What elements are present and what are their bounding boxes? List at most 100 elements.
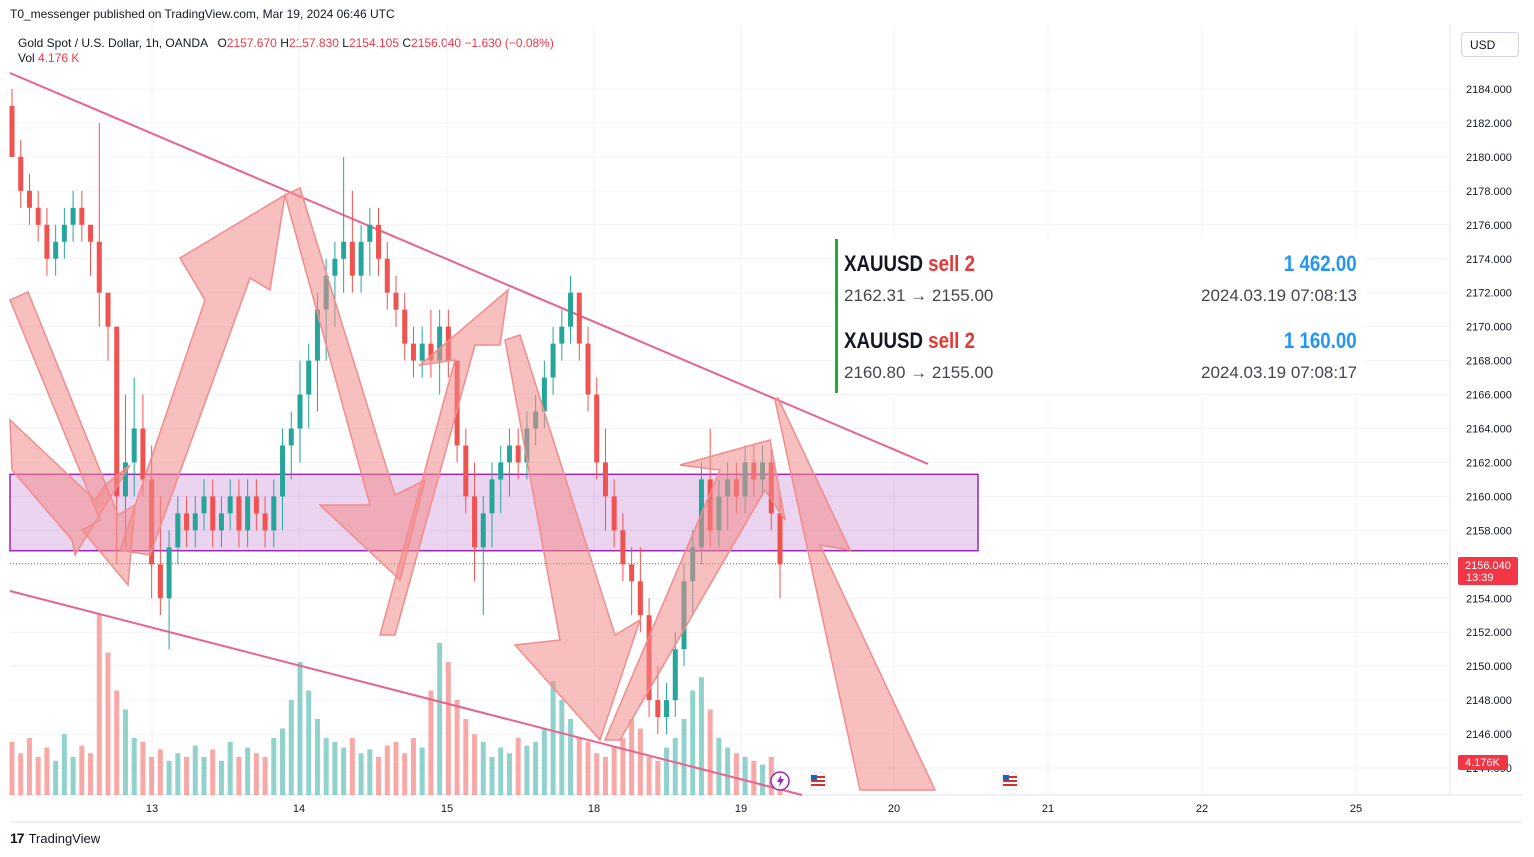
us-flag-icon[interactable]	[1000, 771, 1020, 791]
close-value: 2156.040	[411, 36, 462, 50]
upper-trendline[interactable]	[9, 72, 929, 465]
footer-brand[interactable]: TradingView	[28, 830, 101, 846]
arrow-up-2	[379, 288, 510, 636]
candle-body	[611, 496, 617, 531]
candle-body	[306, 360, 312, 395]
volume-bar	[751, 760, 757, 795]
volume-bar	[611, 747, 617, 795]
volume-bar	[358, 753, 364, 795]
footer: 17 TradingView	[10, 830, 100, 846]
volume-bar	[428, 690, 434, 795]
price-tick-label: 2158.000	[1466, 525, 1512, 537]
volume-bar	[149, 757, 155, 795]
volume-bar	[314, 719, 320, 795]
currency-button[interactable]: USD	[1461, 32, 1519, 57]
volume-bar	[53, 760, 59, 795]
volume-bar	[175, 753, 181, 795]
volume-bar	[550, 681, 556, 795]
price-tick-label: 2164.000	[1466, 424, 1512, 436]
candle-body	[672, 649, 678, 701]
volume-tag-value: 4.176K	[1465, 757, 1501, 769]
change-value: −1.630 (−0.08%)	[464, 36, 554, 50]
candle-body	[620, 530, 626, 565]
volume-bar	[114, 690, 120, 795]
volume-bar	[384, 745, 390, 795]
trade-amount: 1 160.00	[1284, 328, 1357, 353]
symbol-name[interactable]: Gold Spot / U.S. Dollar, 1h, OANDA	[18, 36, 208, 50]
volume-bar	[323, 738, 329, 795]
candle-body	[245, 496, 251, 531]
candle-body	[437, 326, 443, 361]
symbol-legend: Gold Spot / U.S. Dollar, 1h, OANDA O2157…	[18, 35, 554, 51]
grid	[10, 25, 1450, 795]
trade-symbol-text: XAUUSD	[844, 328, 923, 353]
price-tick-label: 2162.000	[1466, 457, 1512, 469]
candle-body	[419, 343, 425, 361]
volume-bar	[541, 728, 547, 795]
volume-bar	[629, 719, 635, 795]
publisher-caption: T0_messenger published on TradingView.co…	[10, 7, 395, 21]
volume-bar	[472, 734, 478, 795]
volume-bar	[760, 764, 766, 795]
volume-bar	[218, 760, 224, 795]
volume-bar	[637, 728, 643, 795]
candle-body	[402, 309, 408, 344]
candle-body	[376, 224, 382, 259]
price-tick-label: 2154.000	[1466, 593, 1512, 605]
arrow-up-1	[119, 193, 286, 556]
trade-symbol: XAUUSD sell 2	[844, 251, 975, 277]
volume-bar	[332, 741, 338, 795]
price-tick-label: 2150.000	[1466, 661, 1512, 673]
volume-bar	[533, 741, 539, 795]
volume-bar	[236, 757, 242, 795]
tradingview-logo-icon[interactable]: 17	[10, 830, 25, 846]
volume-bar	[646, 757, 652, 795]
candle-body	[568, 292, 574, 327]
volume-bar	[227, 741, 233, 795]
candle-body	[262, 513, 268, 531]
candle-body	[175, 513, 181, 548]
candle-body	[280, 445, 286, 497]
volume-bar	[454, 700, 460, 795]
trade-panel: XAUUSD sell 2 1 462.00 2162.31 → 2155.00…	[835, 239, 1365, 393]
volume-bar	[506, 753, 512, 795]
trade-amount: 1 462.00	[1284, 251, 1357, 276]
volume-bar	[681, 719, 687, 795]
volume-bar	[184, 757, 190, 795]
time-tick-label: 25	[1350, 803, 1362, 815]
volume-bar	[742, 757, 748, 795]
volume-bar	[524, 745, 530, 795]
price-tick-label: 2148.000	[1466, 695, 1512, 707]
lightning-icon[interactable]	[770, 771, 790, 791]
volume-bar	[725, 747, 731, 795]
candle-body	[35, 207, 41, 225]
volume-bar	[393, 741, 399, 795]
candle-body	[506, 445, 512, 463]
trade-symbol: XAUUSD sell 2	[844, 328, 975, 354]
volume-bar	[88, 753, 94, 795]
lower-trendline[interactable]	[9, 590, 803, 796]
volume-bar	[768, 757, 774, 795]
volume-bar	[44, 747, 50, 795]
price-tick-label: 2160.000	[1466, 491, 1512, 503]
volume-bar	[716, 738, 722, 795]
price-scale-labels: 2184.000 2182.000 2180.000 2178.000 2176.000…	[1466, 84, 1512, 775]
volume-bar	[26, 738, 32, 795]
volume-tag	[1458, 755, 1508, 770]
candle-body	[341, 241, 347, 259]
volume-bar	[306, 690, 312, 795]
candle-body	[332, 258, 338, 276]
candle-body	[585, 343, 591, 395]
candle-body	[498, 462, 504, 480]
candle-body	[9, 105, 15, 157]
us-flag-icon[interactable]	[808, 771, 828, 791]
low-label: L	[342, 36, 349, 50]
volume-bar	[157, 749, 163, 795]
price-tick-label: 2178.000	[1466, 186, 1512, 198]
trade-prices: 2162.31 → 2155.00	[844, 286, 994, 305]
candle-body	[26, 190, 32, 208]
trade-row: XAUUSD sell 2 1 462.00 2162.31 → 2155.00…	[844, 241, 1357, 311]
volume-legend: Vol 4.176 K	[18, 51, 79, 65]
candle-body	[576, 292, 582, 344]
